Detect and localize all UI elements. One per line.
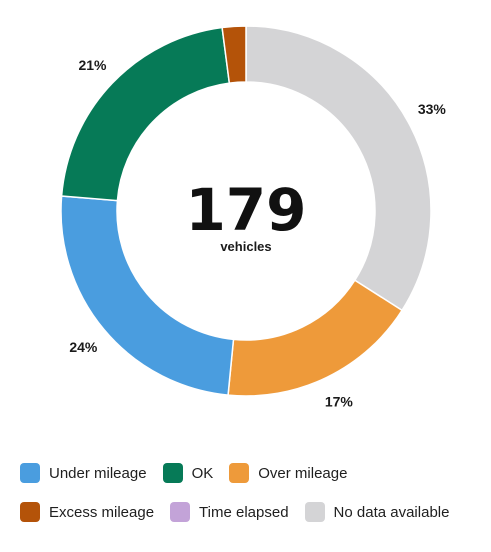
legend-item-no-data-available[interactable]: No data available xyxy=(304,502,450,522)
legend-row: Excess mileage Time elapsed No data avai… xyxy=(20,501,480,523)
legend-swatch-ok xyxy=(162,463,183,483)
legend-label-under-mileage: Under mileage xyxy=(49,464,147,482)
donut-slice-no-data-available[interactable] xyxy=(245,25,432,312)
legend-item-ok[interactable]: OK xyxy=(162,463,214,483)
donut-slice-over-mileage[interactable] xyxy=(227,279,404,397)
donut-slice-excess-mileage[interactable] xyxy=(221,25,247,84)
legend-label-ok: OK xyxy=(191,464,214,482)
donut-slices xyxy=(60,25,432,397)
donut-chart: 33% 17% 24% 21% 179 vehicles xyxy=(60,25,446,410)
legend-item-excess-mileage[interactable]: Excess mileage xyxy=(20,502,154,522)
center-total-unit: vehicles xyxy=(220,239,271,254)
legend-label-time-elapsed: Time elapsed xyxy=(199,503,289,521)
slice-labels: 33% 17% 24% 21% xyxy=(69,57,446,410)
slice-label-over-mileage: 17% xyxy=(325,394,354,410)
slice-label-no-data-available: 33% xyxy=(418,101,447,117)
legend-swatch-over-mileage xyxy=(229,463,250,483)
center-total-value: 179 xyxy=(185,176,306,244)
donut-slice-ok[interactable] xyxy=(60,26,231,202)
legend-label-over-mileage: Over mileage xyxy=(258,464,348,482)
legend-row: Under mileage OK Over mileage xyxy=(20,462,480,484)
slice-label-ok: 21% xyxy=(78,57,107,73)
legend-label-no-data-available: No data available xyxy=(333,503,450,521)
legend-swatch-under-mileage xyxy=(20,463,40,483)
legend-swatch-no-data-available xyxy=(304,502,325,522)
chart-legend: Under mileage OK Over mileage Excess mil… xyxy=(20,462,480,540)
slice-label-under-mileage: 24% xyxy=(69,339,98,355)
legend-item-under-mileage[interactable]: Under mileage xyxy=(20,463,147,483)
legend-swatch-time-elapsed xyxy=(170,502,191,522)
legend-item-over-mileage[interactable]: Over mileage xyxy=(229,463,347,483)
legend-label-excess-mileage: Excess mileage xyxy=(49,503,155,521)
legend-item-time-elapsed[interactable]: Time elapsed xyxy=(170,502,289,522)
legend-swatch-excess-mileage xyxy=(20,502,40,522)
